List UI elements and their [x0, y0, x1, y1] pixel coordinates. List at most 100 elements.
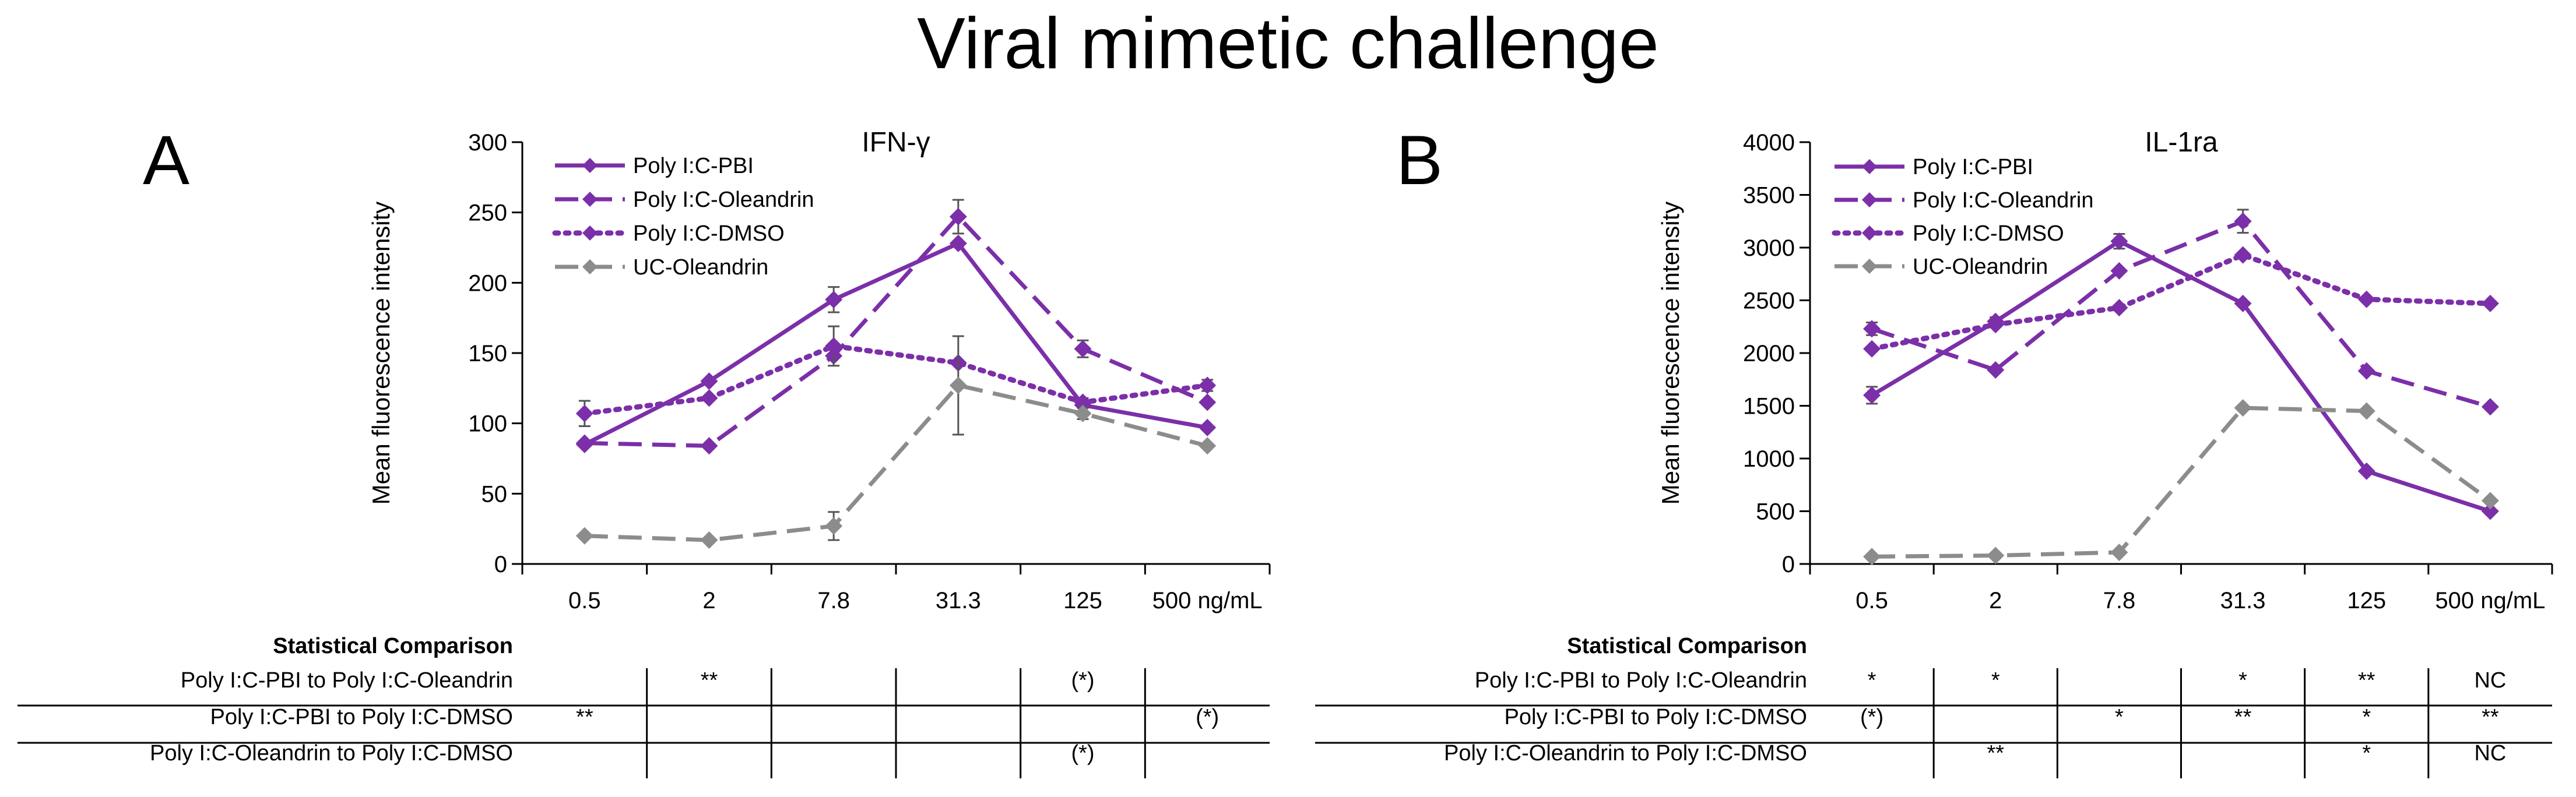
panel-b-series-poly-i-c-dmso-legend-marker: [1862, 225, 1877, 241]
panel-a-series-poly-i-c-dmso-line: [582, 343, 1210, 417]
figure-title: Viral mimetic challenge: [917, 3, 1659, 84]
panel-b-series-poly-i-c-oleandrin-point: [1987, 361, 2005, 379]
panel-b-stats-cell: NC: [2474, 741, 2506, 766]
panel-a-x-tick-label: 2: [702, 588, 715, 613]
panel-b-chart-title: IL-1ra: [2145, 127, 2218, 158]
panel-b-series-uc-oleandrin-legend-marker: [1862, 259, 1877, 274]
panel-a-series-poly-i-c-pbi-point: [1199, 418, 1217, 436]
panel-a-series-poly-i-c-pbi-point: [700, 372, 718, 390]
panel-b-stats-cell: **: [1987, 741, 2004, 766]
panel-a-x-tick-label: 500 ng/mL: [1152, 588, 1263, 613]
panel-b-stats-cell: *: [2362, 741, 2371, 766]
panel-a-stats-cell: **: [701, 668, 718, 693]
panel-b-series-poly-i-c-pbi-point: [2234, 294, 2252, 312]
panel-b-series-poly-i-c-pbi-point: [2110, 232, 2128, 251]
panel-b-series-poly-i-c-pbi-point: [2481, 502, 2499, 520]
panel-b-series-poly-i-c-dmso-point: [1987, 316, 2005, 334]
panel-b-y-tick-label: 0: [1782, 552, 1795, 577]
panel-b-series-uc-oleandrin-point: [2357, 402, 2375, 420]
panel-b-series-uc-oleandrin-point: [1863, 548, 1881, 566]
panel-b-stats-cell: *: [1868, 668, 1876, 693]
panel-a-y-tick-label: 150: [468, 341, 507, 366]
panel-a-series-uc-oleandrin-point: [949, 376, 967, 394]
panel-b-series-poly-i-c-oleandrin-point: [2234, 212, 2252, 230]
panel-b-x-tick-label: 0.5: [1855, 588, 1888, 613]
panel-b-series-uc-oleandrin-point: [2481, 492, 2499, 510]
panel-b-series-poly-i-c-oleandrin-point: [1863, 320, 1881, 338]
panel-a-series-poly-i-c-dmso-point: [700, 389, 718, 407]
panel-a-stats-cell: (*): [1071, 668, 1094, 693]
panel-b-stats-row-label: Poly I:C-Oleandrin to Poly I:C-DMSO: [1444, 741, 1807, 766]
panel-b-series-poly-i-c-dmso-line: [1869, 252, 2493, 352]
panel-a-series-poly-i-c-dmso-legend-marker: [582, 225, 598, 241]
panel-a-series-poly-i-c-oleandrin-line: [584, 214, 1208, 448]
panel-b-y-tick-label: 3500: [1743, 183, 1795, 209]
panel-b-series-poly-i-c-dmso-point: [2481, 294, 2499, 312]
panel-b-stats-cell: *: [1991, 668, 2000, 693]
panel-b-letter: B: [1396, 121, 1443, 199]
panel-a-x-tick-label: 7.8: [817, 588, 850, 613]
panel-b-stats-row-label: Poly I:C-PBI to Poly I:C-DMSO: [1505, 705, 1807, 729]
panel-a-series-poly-i-c-oleandrin-legend-marker: [582, 192, 598, 207]
panel-a-series-poly-i-c-oleandrin-point: [700, 437, 718, 455]
panel-b-series-poly-i-c-dmso-point: [1863, 340, 1881, 358]
panel-b-series-poly-i-c-dmso-point: [2234, 246, 2252, 264]
panel-a-series-poly-i-c-dmso-point: [825, 337, 843, 355]
panel-a-series-uc-oleandrin-legend-label: UC-Oleandrin: [633, 255, 768, 280]
panel-a-stats-cell: (*): [1071, 741, 1094, 766]
panel-a-series-poly-i-c-oleandrin-point: [1199, 393, 1217, 411]
panel-b-series-poly-i-c-pbi-point: [2357, 462, 2375, 480]
panel-a-series-poly-i-c-oleandrin-point: [575, 434, 593, 452]
panel-a-y-tick-label: 0: [494, 552, 507, 577]
panel-a-y-tick-label: 100: [468, 411, 507, 437]
panel-b-series-uc-oleandrin-legend-label: UC-Oleandrin: [1913, 255, 2048, 279]
panel-b-series-uc-oleandrin-point: [2234, 399, 2252, 417]
panel-b-x-tick-label: 2: [1989, 588, 2002, 613]
panel-b-series-uc-oleandrin-point: [1987, 546, 2005, 565]
panel-b-y-tick-label: 3000: [1743, 235, 1795, 261]
panel-a-y-tick-label: 200: [468, 270, 507, 296]
panel-a-x-tick-label: 125: [1063, 588, 1102, 613]
panel-a-series-poly-i-c-pbi-legend-marker: [582, 158, 598, 173]
panel-a-stats-cell: (*): [1196, 705, 1219, 729]
panel-a-series-uc-oleandrin-point: [700, 531, 718, 549]
panel-b-stats-cell: **: [2234, 705, 2252, 729]
panel-b-stats-cell: *: [2362, 705, 2371, 729]
panel-a-x-tick-label: 31.3: [936, 588, 981, 613]
panel-b-series-poly-i-c-oleandrin-legend-label: Poly I:C-Oleandrin: [1913, 188, 2093, 213]
panel-a-series-poly-i-c-dmso-point: [575, 404, 593, 422]
panel-b-stats-cell: *: [2238, 668, 2247, 693]
panel-b-series-poly-i-c-dmso-point: [2357, 290, 2375, 308]
panel-b-series-poly-i-c-pbi-line: [1871, 239, 2491, 513]
panel-a-chart-title: IFN-γ: [862, 127, 930, 158]
panel-b-stats-cell: **: [2358, 668, 2375, 693]
panel-b-stats-cell: **: [2482, 705, 2499, 729]
panel-a-series-uc-oleandrin-point: [1199, 437, 1217, 455]
panel-b-y-tick-label: 1500: [1743, 394, 1795, 419]
panel-b-series-poly-i-c-oleandrin-legend-marker: [1862, 192, 1877, 207]
panel-b-x-tick-label: 31.3: [2220, 588, 2266, 613]
panel-b-series-poly-i-c-oleandrin-point: [2110, 262, 2128, 280]
panel-b-y-axis-label: Mean fluorescence intensity: [1657, 202, 1684, 505]
panel-a-stats-row-label: Poly I:C-Oleandrin to Poly I:C-DMSO: [150, 741, 513, 766]
panel-b-series-uc-oleandrin-line: [1872, 405, 2491, 559]
panel-b-series-uc-oleandrin-point: [2110, 544, 2128, 562]
panel-a-series-uc-oleandrin-legend-marker: [582, 259, 598, 274]
panel-a-stats-row-label: Poly I:C-PBI to Poly I:C-Oleandrin: [181, 668, 513, 693]
panel-b-x-tick-label: 125: [2347, 588, 2386, 613]
panel-a-letter: A: [143, 121, 190, 199]
panel-a-series-poly-i-c-pbi-point: [825, 291, 843, 309]
panel-a-x-tick-label: 0.5: [568, 588, 601, 613]
panel-a-series-uc-oleandrin-line: [584, 383, 1208, 542]
panel-b-y-tick-label: 1000: [1743, 446, 1795, 472]
panel-b-series-poly-i-c-pbi-legend-marker: [1862, 159, 1877, 174]
panel-a-series-poly-i-c-dmso-legend-label: Poly I:C-DMSO: [633, 221, 785, 246]
panel-a-series-poly-i-c-oleandrin-point: [949, 207, 967, 225]
panel-a-series-uc-oleandrin-point: [825, 517, 843, 535]
panel-b-series-poly-i-c-dmso-point: [2110, 299, 2128, 317]
panel-b-x-tick-label: 500 ng/mL: [2435, 588, 2545, 613]
panel-a-series-poly-i-c-pbi-point: [949, 234, 967, 252]
panel-b-series-poly-i-c-pbi-point: [1863, 386, 1881, 404]
panel-a-series-poly-i-c-pbi-line: [584, 241, 1208, 446]
